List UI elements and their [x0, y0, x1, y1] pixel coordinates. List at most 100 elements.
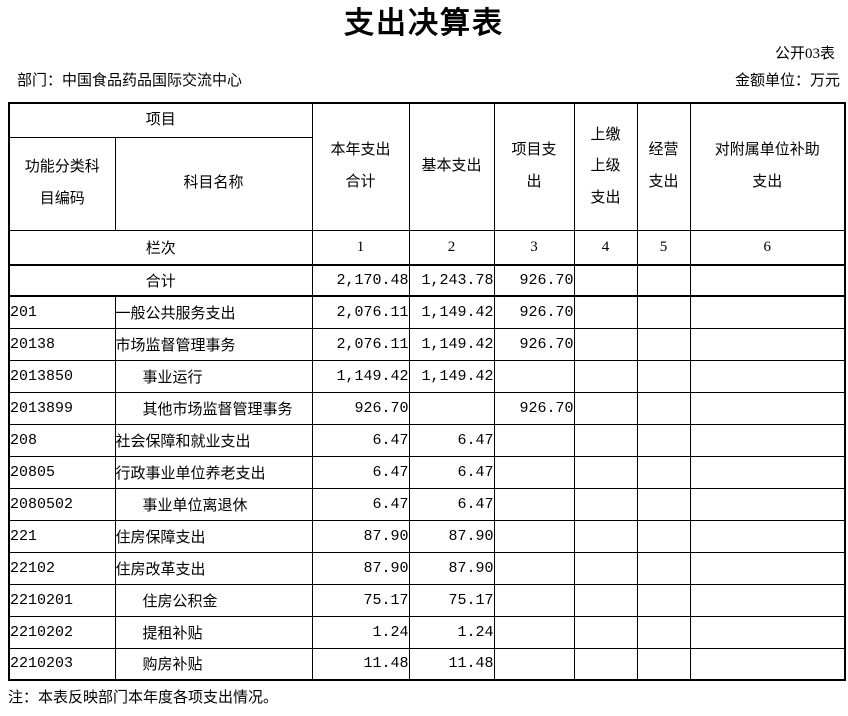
value-cell: 6.47: [408, 487, 495, 521]
value-cell: [689, 519, 846, 553]
value-cell: [573, 615, 638, 649]
value-cell: [689, 423, 846, 457]
function-code-cell: 20138: [8, 327, 116, 361]
function-code-cell: 2080502: [8, 487, 116, 521]
total-value: 926.70: [493, 264, 575, 297]
value-cell: [573, 487, 638, 521]
table-row: 2080502 事业单位离退休 6.47 6.47: [8, 487, 846, 521]
table-row: 2210201 住房公积金 75.17 75.17: [8, 583, 846, 617]
value-cell: [493, 455, 575, 489]
table-row: 2210202 提租补贴 1.24 1.24: [8, 615, 846, 649]
table-body: 合计 2,170.48 1,243.78 926.70 201 一般公共服务支出 2…: [8, 264, 846, 681]
value-cell: 1.24: [311, 615, 410, 649]
header-project-group: 项目: [8, 102, 313, 138]
value-cell: [573, 455, 638, 489]
column-index-label: 栏次: [8, 229, 313, 266]
value-cell: [493, 551, 575, 585]
value-cell: [689, 295, 846, 329]
subject-name-cell: 一般公共服务支出: [114, 295, 313, 329]
value-cell: [493, 487, 575, 521]
column-index-6: 6: [689, 229, 846, 266]
value-cell: [636, 391, 691, 425]
column-index-row: 栏次 1 2 3 4 5 6: [8, 229, 846, 266]
value-cell: [636, 487, 691, 521]
value-cell: 926.70: [493, 327, 575, 361]
public-form-label: 公开03表: [774, 46, 835, 62]
value-cell: 2,076.11: [311, 295, 410, 329]
value-cell: [636, 519, 691, 553]
subject-name-cell: 市场监督管理事务: [114, 327, 313, 361]
subject-name-cell: 社会保障和就业支出: [114, 423, 313, 457]
value-cell: 6.47: [311, 423, 410, 457]
footnote: 注：本表反映部门本年度各项支出情况。: [8, 690, 279, 706]
value-cell: [493, 423, 575, 457]
function-code-cell: 2210203: [8, 647, 116, 681]
value-cell: 87.90: [311, 519, 410, 553]
value-cell: [573, 391, 638, 425]
column-index-4: 4: [573, 229, 638, 266]
value-cell: [493, 519, 575, 553]
function-code-cell: 201: [8, 295, 116, 329]
function-code-cell: 2013899: [8, 391, 116, 425]
value-cell: [689, 391, 846, 425]
header-col-project: 项目支 出: [493, 102, 575, 231]
header-col-basic: 基本支出: [408, 102, 495, 231]
value-cell: [636, 455, 691, 489]
value-cell: 6.47: [311, 487, 410, 521]
function-code-cell: 208: [8, 423, 116, 457]
value-cell: 1,149.42: [408, 295, 495, 329]
header-row-1: 项目 本年支出 合计 基本支出 项目支 出 上缴 上级 支出 经营 支出 对附属…: [8, 102, 846, 231]
value-cell: [689, 551, 846, 585]
value-cell: [636, 615, 691, 649]
value-cell: [573, 647, 638, 681]
value-cell: 926.70: [311, 391, 410, 425]
value-cell: 6.47: [408, 423, 495, 457]
value-cell: [636, 327, 691, 361]
value-cell: [636, 295, 691, 329]
total-value: [636, 264, 691, 297]
table-row: 2210203 购房补贴 11.48 11.48: [8, 647, 846, 681]
value-cell: [689, 615, 846, 649]
function-code-cell: 20805: [8, 455, 116, 489]
value-cell: [636, 551, 691, 585]
header-row-2: 功能分类科 目编码 科目名称: [8, 136, 845, 231]
table-row: 2013899 其他市场监督管理事务 926.70 926.70: [8, 391, 846, 425]
total-value: [573, 264, 638, 297]
value-cell: 1,149.42: [311, 359, 410, 393]
header-col-subsidy: 对附属单位补助 支出: [689, 102, 846, 231]
total-value: 2,170.48: [311, 264, 410, 297]
value-cell: 1.24: [408, 615, 495, 649]
value-cell: [573, 327, 638, 361]
function-code-cell: 22102: [8, 551, 116, 585]
value-cell: 11.48: [311, 647, 410, 681]
table-row: 208 社会保障和就业支出 6.47 6.47: [8, 423, 846, 457]
value-cell: [689, 455, 846, 489]
header-col-operating: 经营 支出: [636, 102, 691, 231]
value-cell: 6.47: [408, 455, 495, 489]
value-cell: 1,149.42: [408, 327, 495, 361]
value-cell: [493, 615, 575, 649]
value-cell: [689, 583, 846, 617]
value-cell: [573, 519, 638, 553]
value-cell: 1,149.42: [408, 359, 495, 393]
subject-name-cell: 行政事业单位养老支出: [114, 455, 313, 489]
subject-name-cell: 其他市场监督管理事务: [114, 391, 313, 425]
table-row: 20805 行政事业单位养老支出 6.47 6.47: [8, 455, 846, 489]
function-code-cell: 2210201: [8, 583, 116, 617]
column-index-2: 2: [408, 229, 495, 266]
value-cell: [493, 647, 575, 681]
header-col-year-total: 本年支出 合计: [311, 102, 410, 231]
column-index-1: 1: [311, 229, 410, 266]
value-cell: 6.47: [311, 455, 410, 489]
total-row: 合计 2,170.48 1,243.78 926.70: [8, 264, 846, 297]
value-cell: [493, 583, 575, 617]
function-code-cell: 221: [8, 519, 116, 553]
total-value: 1,243.78: [408, 264, 495, 297]
subject-name-cell: 事业运行: [114, 359, 313, 393]
value-cell: [408, 391, 495, 425]
page-title: 支出决算表: [344, 7, 504, 40]
function-code-cell: 2013850: [8, 359, 116, 393]
value-cell: 87.90: [408, 551, 495, 585]
value-cell: [573, 295, 638, 329]
